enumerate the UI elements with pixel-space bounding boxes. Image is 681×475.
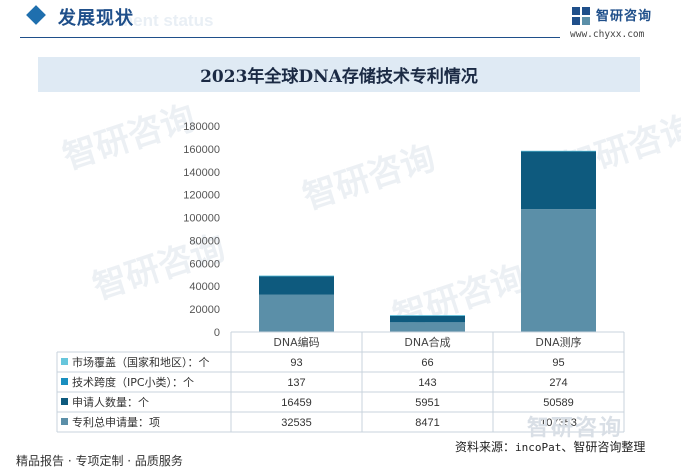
table-cell-value: 32535 [281, 417, 312, 429]
logo-name: 智研咨询 [596, 9, 653, 24]
x-category-label: DNA测序 [535, 335, 581, 349]
table-cell-value: 143 [418, 377, 436, 389]
y-tick-label: 180000 [183, 121, 220, 133]
source-suffix: 、智研咨询整理 [561, 440, 646, 454]
logo-icon [572, 7, 590, 25]
legend-label: 申请人数量：个 [72, 396, 149, 409]
table-cell-value: 16459 [281, 397, 312, 409]
footer-slogan: 精品报告 · 专项定制 · 品质服务 [16, 454, 183, 468]
table-cell-value: 8471 [415, 417, 439, 429]
table-cell-value: 66 [421, 357, 433, 369]
y-tick-label: 80000 [189, 235, 220, 247]
chart-title-band: 2023年全球DNA存储技术专利情况 [38, 57, 640, 92]
table-cell-value: 137 [287, 377, 305, 389]
legend-swatch [61, 378, 68, 385]
header-ghost-text: ment status [118, 11, 214, 30]
table-cell-value: 107353 [540, 417, 577, 429]
table-cell-value: 50589 [543, 397, 574, 409]
logo-url: www.chyxx.com [570, 29, 645, 40]
bar-segment [521, 151, 596, 210]
y-tick-label: 60000 [189, 258, 220, 270]
y-tick-label: 0 [214, 327, 220, 339]
table-cell-value: 5951 [415, 397, 439, 409]
bar-segment [521, 209, 596, 332]
chart-title: 2023年全球DNA存储技术专利情况 [200, 67, 478, 87]
table-cell-value: 274 [549, 377, 567, 389]
bar-segment [259, 275, 334, 295]
y-tick-label: 160000 [183, 144, 220, 156]
legend-label: 技术跨度（IPC小类）：个 [72, 375, 194, 389]
bar-segment [259, 294, 334, 332]
table-cell-value: 93 [290, 357, 302, 369]
x-category-label: DNA合成 [404, 335, 450, 349]
source-prefix: 资料来源： [455, 440, 516, 454]
y-tick-label: 120000 [183, 190, 220, 202]
y-tick-label: 100000 [183, 213, 220, 225]
footer-watermark: 智研咨询 [527, 416, 624, 441]
page-title: 发展现状 [58, 8, 134, 29]
y-tick-label: 20000 [189, 304, 220, 316]
bar-segment [390, 315, 465, 323]
bar-segment [390, 322, 465, 332]
legend-swatch [61, 418, 68, 425]
legend-swatch [61, 358, 68, 365]
header-divider [20, 37, 560, 38]
bar-segment [259, 275, 334, 277]
legend-swatch [61, 398, 68, 405]
legend-label: 专利总申请量：项 [72, 415, 160, 429]
x-category-label: DNA编码 [273, 335, 319, 349]
bar-segment [521, 150, 596, 152]
data-source: 资料来源：incoPat、智研咨询整理 [455, 438, 645, 455]
y-tick-label: 40000 [189, 281, 220, 293]
y-tick-label: 140000 [183, 167, 220, 179]
bar-segment [390, 315, 465, 316]
legend-label: 市场覆盖（国家和地区）：个 [72, 355, 210, 369]
source-name: incoPat [515, 441, 562, 454]
page-header: ment status 发展现状 [0, 0, 681, 40]
table-cell-value: 95 [552, 357, 564, 369]
